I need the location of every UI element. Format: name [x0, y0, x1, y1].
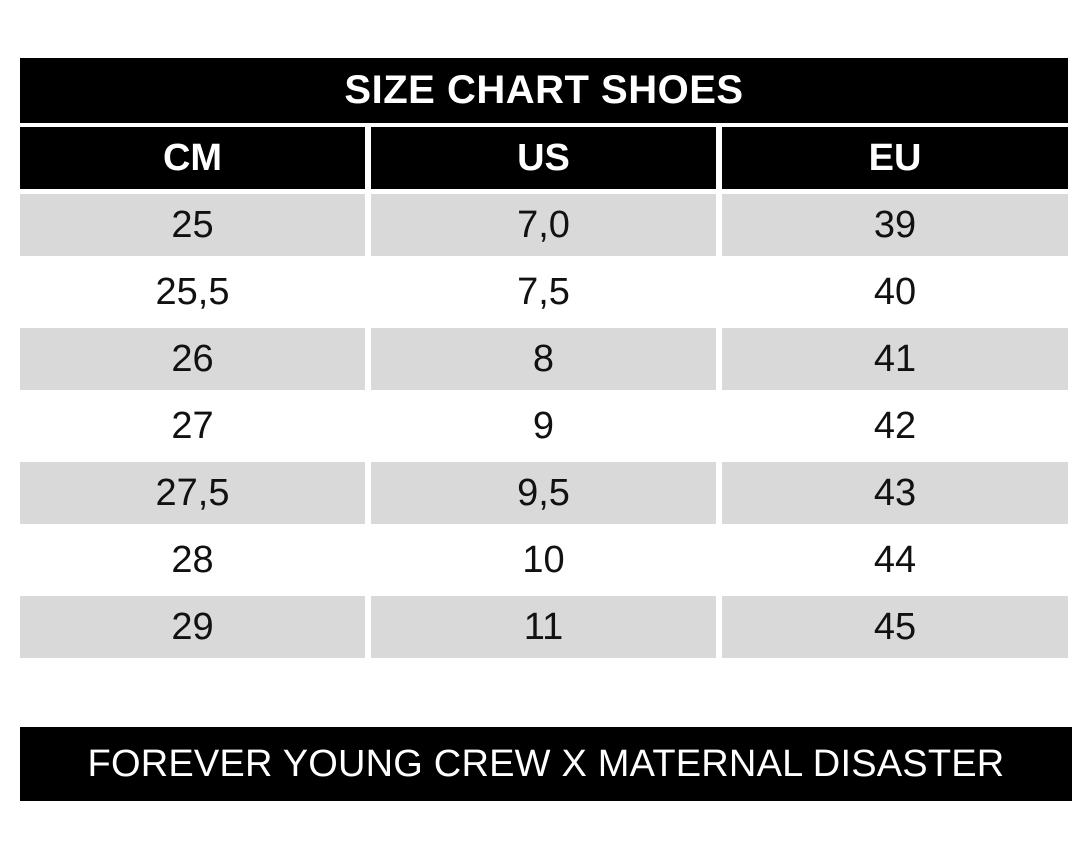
cell-us: 11: [371, 596, 716, 658]
header-us: US: [371, 127, 716, 189]
cell-us: 8: [371, 328, 716, 390]
table-row: 25,5 7,5 40: [20, 261, 1068, 323]
table-row: 27 9 42: [20, 395, 1068, 457]
cell-eu: 43: [722, 462, 1068, 524]
size-chart-title: SIZE CHART SHOES: [20, 58, 1068, 123]
cell-us: 10: [371, 529, 716, 591]
table-row: 25 7,0 39: [20, 194, 1068, 256]
cell-eu: 40: [722, 261, 1068, 323]
table-row: 26 8 41: [20, 328, 1068, 390]
table-row: 28 10 44: [20, 529, 1068, 591]
cell-cm: 25: [20, 194, 365, 256]
brand-footer: FOREVER YOUNG CREW X MATERNAL DISASTER: [20, 727, 1072, 801]
cell-eu: 44: [722, 529, 1068, 591]
table-row: 27,5 9,5 43: [20, 462, 1068, 524]
cell-eu: 39: [722, 194, 1068, 256]
cell-cm: 25,5: [20, 261, 365, 323]
cell-cm: 29: [20, 596, 365, 658]
cell-cm: 26: [20, 328, 365, 390]
size-chart-table: CM US EU 25 7,0 39 25,5 7,5 40 26 8 41 2…: [20, 127, 1068, 658]
cell-us: 9,5: [371, 462, 716, 524]
header-cm: CM: [20, 127, 365, 189]
cell-us: 7,5: [371, 261, 716, 323]
cell-eu: 42: [722, 395, 1068, 457]
cell-cm: 27,5: [20, 462, 365, 524]
cell-eu: 45: [722, 596, 1068, 658]
table-row: 29 11 45: [20, 596, 1068, 658]
cell-cm: 27: [20, 395, 365, 457]
cell-eu: 41: [722, 328, 1068, 390]
cell-us: 9: [371, 395, 716, 457]
table-header-row: CM US EU: [20, 127, 1068, 189]
cell-us: 7,0: [371, 194, 716, 256]
cell-cm: 28: [20, 529, 365, 591]
header-eu: EU: [722, 127, 1068, 189]
